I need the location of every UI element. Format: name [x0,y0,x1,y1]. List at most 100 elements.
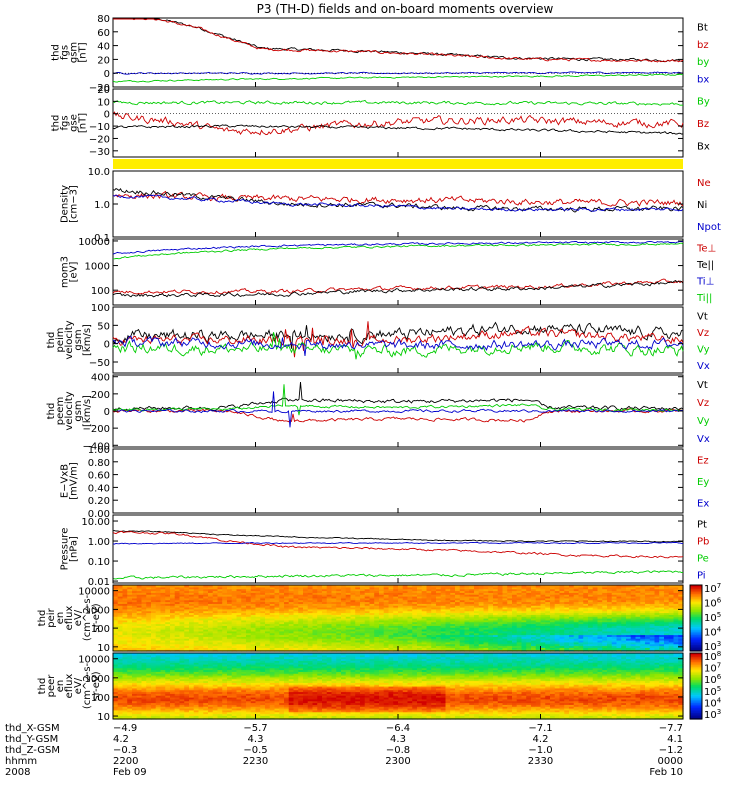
spectrogram-cell [113,616,119,619]
spectrogram-cell [464,614,470,617]
spectrogram-cell [189,597,195,601]
spectrogram-cell [455,632,461,636]
spectrogram-cell [146,647,152,650]
spectrogram-cell [345,592,352,595]
spectrogram-cell [279,614,285,617]
spectrogram-cell [117,664,124,667]
spectrogram-cell [184,641,190,645]
spectrogram-cell [531,607,537,610]
spectrogram-cell [497,596,504,599]
spectrogram-cell [488,619,494,623]
spectrogram-cell [654,588,660,592]
spectrogram-cell [464,636,470,639]
spectrogram-cell [512,643,518,647]
spectrogram-cell [607,603,613,606]
spectrogram-cell [369,629,375,632]
spectrogram-cell [208,586,214,590]
spectrogram-cell [146,638,152,641]
spectrogram-cell [212,618,219,621]
spectrogram-cell [317,630,323,634]
spectrogram-cell [141,713,147,716]
spectrogram-cell [592,627,599,630]
spectrogram-cell [151,664,157,667]
spectrogram-cell [483,629,489,632]
spectrogram-cell [592,641,599,645]
spectrogram-cell [293,627,299,630]
spectrogram-cell [198,601,204,604]
spectrogram-cell [122,684,128,687]
spectrogram-cell [369,608,375,612]
spectrogram-cell [388,645,394,648]
spectrogram-cell [317,612,323,615]
spectrogram-cell [217,614,223,617]
spectrogram-cell [341,592,347,595]
spectrogram-cell [127,665,133,669]
spectrogram-cell [274,599,280,603]
spectrogram-cell [664,630,670,634]
spectrogram-cell [132,588,138,592]
spectrogram-cell [293,605,299,608]
y-axis-label: thd [46,332,57,349]
spectrogram-cell [554,632,561,636]
spectrogram-cell [393,592,399,595]
spectrogram-cell [274,614,280,617]
spectrogram-cell [350,645,356,648]
spectrogram-cell [184,597,190,601]
spectrogram-cell [170,630,176,634]
spectrogram-cell [407,640,413,643]
y-axis-label: gsm [69,42,80,63]
spectrogram-cell [117,658,124,661]
spectrogram-cell [322,638,328,641]
spectrogram-cell [170,641,176,645]
spectrogram-cell [407,616,413,619]
spectrogram-cell [417,601,423,604]
spectrogram-cell [678,601,684,604]
spectrogram-cell [193,605,200,608]
spectrogram-cell [502,608,508,612]
spectrogram-cell [573,612,580,615]
spectrogram-cell [360,599,366,603]
spectrogram-cell [678,636,684,639]
spectrogram-cell [122,618,128,621]
spectrogram-cell [616,645,622,648]
spectrogram-cell [122,627,128,630]
spectrogram-cell [279,643,285,647]
spectrogram-cell [398,632,404,636]
spectrogram-cell [659,610,665,614]
spectrogram-cell [464,645,470,648]
spectrogram-cell [564,636,570,639]
spectrogram-cell [241,594,247,597]
spectrogram-cell [440,623,447,626]
spectrogram-cell [260,634,266,637]
spectrogram-cell [398,605,404,608]
spectrogram-cell [174,645,181,648]
spectrogram-cell [531,625,537,628]
spectrogram-cell [184,590,190,593]
spectrogram-cell [507,647,513,650]
spectrogram-cell [288,596,295,599]
spectrogram-cell [298,647,304,650]
spectrogram-cell [668,616,675,619]
spectrogram-cell [246,597,252,601]
spectrogram-cell [436,632,442,636]
spectrogram-cell [602,614,608,617]
spectrogram-cell [227,597,233,601]
spectrogram-cell [222,590,228,593]
spectrogram-cell [364,625,371,628]
spectrogram-cell [170,588,176,592]
spectrogram-cell [322,610,328,614]
spectrogram-cell [364,603,371,606]
spectrogram-cell [360,619,366,623]
spectrogram-cell [355,607,361,610]
spectrogram-cell [274,647,280,650]
spectrogram-cell [526,647,532,650]
spectrogram-cell [379,586,385,590]
spectrogram-cell [227,585,233,588]
spectrogram-cell [559,645,565,648]
spectrogram-cell [421,601,428,604]
spectrogram-cell [208,619,214,623]
spectrogram-cell [312,597,318,601]
spectrogram-cell [588,607,594,610]
spectrogram-cell [607,629,613,632]
spectrogram-cell [355,627,361,630]
